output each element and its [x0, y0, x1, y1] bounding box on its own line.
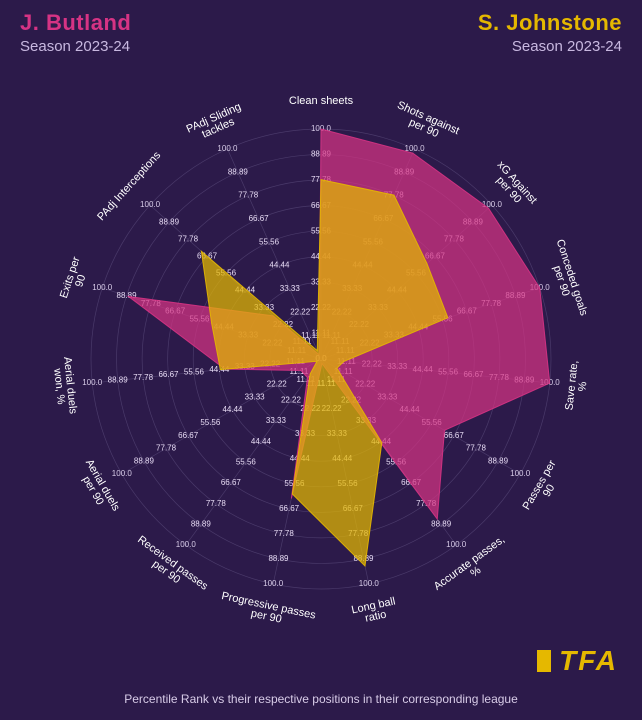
svg-text:88.89: 88.89: [431, 520, 452, 529]
svg-text:44.44: 44.44: [251, 437, 272, 446]
svg-text:88.89: 88.89: [159, 217, 180, 226]
svg-text:44.44: 44.44: [222, 405, 243, 414]
svg-text:77.78: 77.78: [178, 234, 199, 243]
svg-text:66.67: 66.67: [249, 214, 270, 223]
svg-text:88.89: 88.89: [108, 375, 129, 384]
svg-text:won, %: won, %: [51, 367, 67, 405]
player1-season: Season 2023-24: [20, 38, 131, 55]
player2-block: S. Johnstone Season 2023-24: [478, 10, 622, 55]
svg-text:33.33: 33.33: [266, 416, 287, 425]
svg-text:100.0: 100.0: [112, 469, 133, 478]
svg-text:77.78: 77.78: [156, 444, 177, 453]
svg-text:100.0: 100.0: [176, 540, 197, 549]
svg-text:100.0: 100.0: [217, 144, 238, 153]
svg-text:77.78: 77.78: [466, 444, 487, 453]
svg-text:100.0: 100.0: [510, 469, 531, 478]
svg-text:%: %: [576, 381, 589, 392]
radar-chart: 0.011.1122.2233.3344.4455.5666.6777.7888…: [0, 59, 642, 649]
svg-text:22.22: 22.22: [267, 380, 288, 389]
svg-text:66.67: 66.67: [221, 478, 242, 487]
svg-text:33.33: 33.33: [245, 392, 266, 401]
chart-caption: Percentile Rank vs their respective posi…: [0, 692, 642, 706]
svg-text:88.89: 88.89: [191, 520, 212, 529]
svg-text:100.0: 100.0: [359, 579, 380, 588]
player1-block: J. Butland Season 2023-24: [20, 10, 131, 55]
player1-name: J. Butland: [20, 10, 131, 36]
player2-name: S. Johnstone: [478, 10, 622, 36]
svg-text:66.67: 66.67: [444, 431, 465, 440]
svg-text:100.0: 100.0: [140, 200, 161, 209]
svg-text:55.56: 55.56: [259, 237, 280, 246]
chart-header: J. Butland Season 2023-24 S. Johnstone S…: [0, 0, 642, 59]
svg-text:88.89: 88.89: [134, 456, 155, 465]
svg-text:PAdj Interceptions: PAdj Interceptions: [95, 149, 163, 223]
svg-text:44.44: 44.44: [269, 261, 290, 270]
svg-text:22.22: 22.22: [290, 307, 311, 316]
svg-text:77.78: 77.78: [133, 373, 154, 382]
svg-text:55.56: 55.56: [184, 367, 205, 376]
svg-text:66.67: 66.67: [178, 431, 199, 440]
svg-text:Clean sheets: Clean sheets: [289, 95, 354, 107]
svg-text:55.56: 55.56: [200, 418, 221, 427]
svg-text:77.78: 77.78: [274, 529, 295, 538]
svg-text:100.0: 100.0: [263, 579, 284, 588]
svg-text:88.89: 88.89: [228, 167, 249, 176]
logo-block: TFA: [537, 650, 618, 672]
svg-text:88.89: 88.89: [488, 456, 509, 465]
svg-text:77.78: 77.78: [238, 191, 259, 200]
tfa-logo: TFA: [537, 650, 618, 672]
svg-text:55.56: 55.56: [236, 457, 257, 466]
svg-text:66.67: 66.67: [279, 504, 300, 513]
svg-text:33.33: 33.33: [280, 284, 301, 293]
player2-season: Season 2023-24: [478, 38, 622, 55]
svg-text:77.78: 77.78: [206, 499, 227, 508]
svg-text:22.22: 22.22: [281, 395, 302, 404]
svg-text:66.67: 66.67: [158, 370, 179, 379]
svg-text:Passes per: Passes per: [521, 458, 559, 512]
svg-text:100.0: 100.0: [92, 283, 113, 292]
svg-text:90: 90: [73, 273, 88, 288]
svg-text:88.89: 88.89: [268, 554, 289, 563]
svg-text:100.0: 100.0: [82, 378, 103, 387]
svg-text:100.0: 100.0: [446, 540, 467, 549]
svg-text:Accurate passes,: Accurate passes,: [432, 534, 507, 593]
